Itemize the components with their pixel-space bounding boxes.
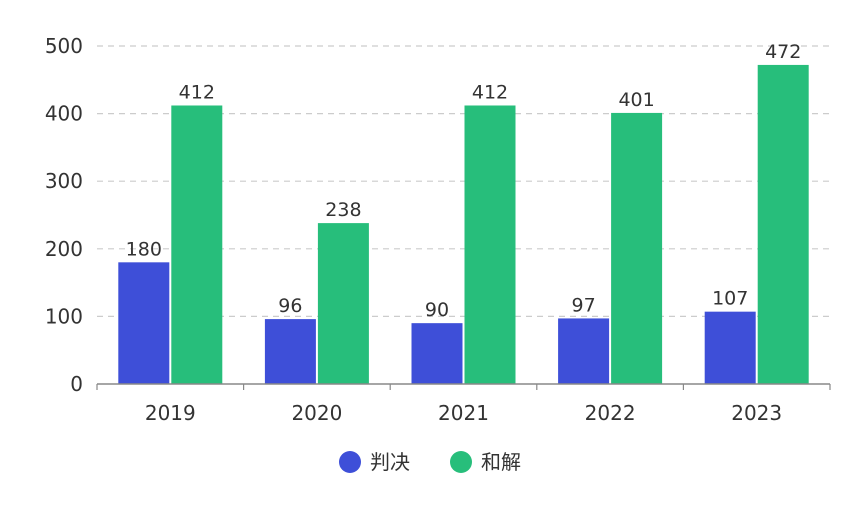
- axes: 0 100 200 300 400 500 2019 2020 2021 2022 2023: [45, 34, 831, 425]
- x-tick-label: 2023: [731, 401, 782, 425]
- y-tick-label: 200: [45, 237, 83, 261]
- data-label: 90: [425, 299, 449, 321]
- y-tick-label: 300: [45, 169, 83, 193]
- bar-series1-2019: [118, 262, 170, 384]
- data-label: 238: [325, 199, 361, 221]
- y-tick-label: 500: [45, 34, 83, 58]
- bar-series1-2023: [704, 311, 756, 384]
- legend-marker: [450, 451, 472, 473]
- data-label: 97: [572, 294, 596, 316]
- data-labels: 180 412 96 238 90 412 97 401 107 472: [126, 41, 802, 321]
- data-label: 180: [126, 238, 162, 260]
- bars: [118, 64, 809, 384]
- bar-series2-2021: [464, 105, 516, 384]
- data-label: 107: [712, 288, 748, 310]
- data-label: 412: [472, 81, 508, 103]
- y-tick-label: 0: [70, 372, 83, 396]
- legend-label: 判决: [370, 450, 410, 474]
- x-tick-label: 2022: [585, 401, 636, 425]
- legend-marker: [339, 451, 361, 473]
- bar-series1-2022: [558, 318, 610, 384]
- x-tick-label: 2020: [291, 401, 342, 425]
- y-tick-label: 400: [45, 102, 83, 126]
- bar-series2-2022: [611, 112, 663, 384]
- legend: 判决 和解: [339, 450, 521, 474]
- data-label: 412: [179, 81, 215, 103]
- x-tick-label: 2021: [438, 401, 489, 425]
- legend-label: 和解: [481, 450, 521, 474]
- bar-series2-2019: [171, 105, 223, 384]
- x-tick-label: 2019: [145, 401, 196, 425]
- data-label: 401: [618, 89, 654, 111]
- data-label: 96: [278, 295, 302, 317]
- bar-series1-2021: [411, 323, 463, 384]
- bar-series2-2020: [317, 223, 369, 384]
- y-tick-label: 100: [45, 304, 83, 328]
- bar-series2-2023: [757, 64, 809, 384]
- bar-series1-2020: [264, 319, 316, 384]
- data-label: 472: [765, 41, 801, 63]
